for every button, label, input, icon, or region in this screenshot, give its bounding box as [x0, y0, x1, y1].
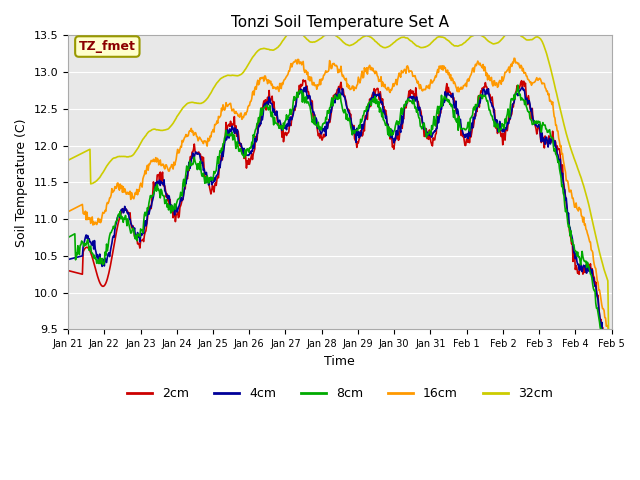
- 16cm: [406, 68, 413, 74]
- 4cm: [422, 133, 430, 139]
- 16cm: [608, 333, 616, 338]
- 4cm: [302, 84, 310, 90]
- 4cm: [64, 257, 72, 263]
- 32cm: [608, 334, 616, 339]
- 8cm: [406, 98, 413, 104]
- 2cm: [64, 268, 72, 274]
- 32cm: [214, 79, 221, 85]
- 32cm: [422, 44, 430, 49]
- 8cm: [130, 227, 138, 233]
- Line: 16cm: 16cm: [68, 58, 612, 336]
- 2cm: [600, 334, 607, 339]
- 16cm: [130, 196, 138, 202]
- 4cm: [130, 228, 138, 234]
- 2cm: [214, 174, 221, 180]
- 16cm: [214, 120, 221, 126]
- 2cm: [130, 228, 138, 234]
- Text: TZ_fmet: TZ_fmet: [79, 40, 136, 53]
- 8cm: [514, 82, 522, 88]
- 16cm: [74, 204, 82, 210]
- 2cm: [422, 127, 430, 132]
- Line: 32cm: 32cm: [68, 30, 612, 336]
- 32cm: [74, 153, 82, 158]
- 32cm: [130, 151, 138, 157]
- 16cm: [185, 129, 193, 135]
- 4cm: [598, 334, 606, 339]
- 16cm: [64, 209, 72, 215]
- Legend: 2cm, 4cm, 8cm, 16cm, 32cm: 2cm, 4cm, 8cm, 16cm, 32cm: [122, 383, 558, 406]
- 32cm: [605, 334, 612, 339]
- 4cm: [214, 172, 221, 178]
- 32cm: [64, 157, 72, 163]
- 4cm: [406, 94, 414, 100]
- 8cm: [598, 334, 605, 339]
- X-axis label: Time: Time: [324, 355, 355, 368]
- 16cm: [422, 86, 429, 92]
- 32cm: [185, 100, 193, 106]
- Title: Tonzi Soil Temperature Set A: Tonzi Soil Temperature Set A: [231, 15, 449, 30]
- Line: 8cm: 8cm: [68, 85, 612, 336]
- 16cm: [510, 55, 518, 61]
- 32cm: [291, 27, 299, 33]
- 2cm: [406, 87, 414, 93]
- 4cm: [608, 334, 616, 339]
- Line: 4cm: 4cm: [68, 87, 612, 336]
- 8cm: [185, 164, 193, 170]
- 8cm: [74, 243, 82, 249]
- 4cm: [185, 159, 193, 165]
- 2cm: [300, 77, 307, 83]
- 2cm: [74, 270, 82, 276]
- 8cm: [64, 235, 72, 240]
- 32cm: [406, 38, 414, 44]
- 2cm: [185, 168, 193, 174]
- 8cm: [422, 127, 429, 133]
- 8cm: [214, 154, 221, 160]
- 2cm: [608, 334, 616, 339]
- Line: 2cm: 2cm: [68, 80, 612, 336]
- 8cm: [608, 334, 616, 339]
- 4cm: [74, 254, 82, 260]
- Y-axis label: Soil Temperature (C): Soil Temperature (C): [15, 118, 28, 247]
